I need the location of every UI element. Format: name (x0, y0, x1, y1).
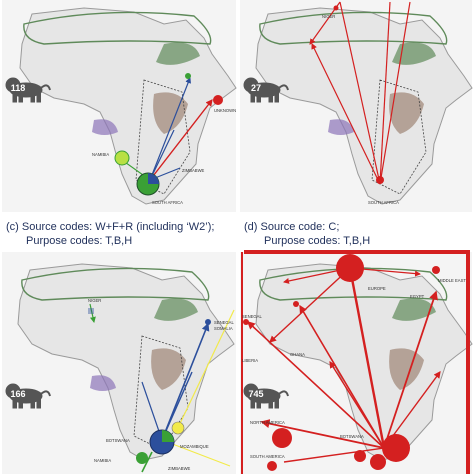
trade-flow-arrow (149, 129, 175, 181)
destination-node (185, 73, 191, 79)
trade-flow-arrow (149, 77, 191, 181)
origin-node (136, 452, 148, 464)
caption-d-line2: Purpose codes: T,B,H (264, 235, 371, 247)
trade-flow-arrow (348, 267, 386, 449)
trade-flow-arrow (299, 304, 385, 449)
destination-node (243, 319, 249, 325)
lion-range-patch (389, 348, 424, 390)
map-label: NAMIBIA (94, 458, 111, 463)
map-label: NIGER (88, 298, 101, 303)
caption-d: (d) Source code: C; Purpose codes: T,B,H (244, 220, 370, 248)
origin-node (354, 450, 366, 462)
origin-node (114, 150, 130, 166)
origin-node (370, 454, 386, 470)
trade-flow-arrow (161, 322, 210, 441)
lion-count: 745 (248, 389, 263, 399)
flow-arrows (114, 73, 223, 196)
destination-node (293, 301, 299, 307)
origin-node (382, 434, 410, 462)
map-label: ZIMBABWE (168, 466, 191, 471)
map-label: SENEGAL (242, 314, 262, 319)
trade-flow-arrow (269, 267, 351, 343)
lion-range-patch (153, 92, 188, 134)
map-label: ZIMBABWE (182, 168, 205, 173)
node-pie-slice (162, 430, 174, 442)
caption-d-line1: (d) Source code: C; (244, 221, 340, 233)
map-label: SOUTH AMERICA (250, 454, 285, 459)
lion-count: 27 (251, 83, 261, 93)
lion-range-patch (151, 348, 186, 390)
lion-range-patch (90, 375, 116, 391)
panel-top-left: 118 UNKNOWN NAMIBIA ZIMBABWE SOUTH AFRIC… (2, 0, 237, 212)
trade-flow-arrow (283, 447, 385, 463)
map-label: MIDDLE EAST (438, 278, 466, 283)
caption-c: (c) Source codes: W+F+R (including ‘W2’)… (6, 220, 214, 248)
origin-node (376, 176, 384, 184)
flow-arrows (241, 250, 470, 474)
lion-range-patch (389, 92, 424, 134)
trade-flow-arrow (149, 99, 213, 181)
destination-node (336, 254, 364, 282)
lion-count: 166 (10, 389, 25, 399)
destination-node (213, 95, 223, 105)
trade-flow-arrow (247, 321, 385, 449)
map-label: LIBERIA (242, 358, 258, 363)
map-label: MOZAMBIQUE (180, 444, 209, 449)
caption-c-line1: (c) Source codes: W+F+R (including ‘W2’)… (6, 221, 215, 233)
map-label: GHANA (290, 352, 305, 357)
map-label: NIGER (322, 14, 335, 19)
map-label: BOTSWANA (340, 434, 364, 439)
map-label: SOUTH AFRICA (152, 200, 183, 205)
region-boundary (133, 335, 189, 451)
flow-nodes (243, 254, 440, 471)
destination-node (333, 5, 339, 11)
region-boundary (135, 79, 191, 195)
map-label: BOTSWANA (106, 438, 130, 443)
lion-range-patch (154, 298, 198, 321)
trade-flow-arrow (260, 419, 385, 449)
lion-range-patch (392, 298, 436, 321)
map-label: NORTH AMERICA (250, 420, 285, 425)
destination-node (432, 266, 440, 274)
trade-flow-arrow (311, 43, 381, 185)
map-label: SENEGAL (214, 320, 234, 325)
flow-arrows (88, 303, 235, 473)
caption-c-line2: Purpose codes: T,B,H (26, 235, 133, 247)
lion-range-patch (92, 119, 118, 135)
trade-flow-arrow (161, 371, 193, 441)
trade-flow-arrow (141, 451, 153, 473)
trade-flow-arrow (339, 1, 381, 185)
map-label: EGYPT (410, 294, 425, 299)
trade-flow-arrow (329, 361, 385, 449)
region-boundary (371, 79, 427, 195)
destination-node (88, 308, 94, 314)
destination-node (272, 428, 292, 448)
trade-flow-arrow (244, 250, 470, 474)
trade-flow-arrow (379, 1, 391, 185)
node-pie-slice (148, 173, 159, 184)
lion-count: 118 (11, 83, 26, 93)
destination-node (267, 461, 277, 471)
range-boundary (259, 11, 448, 45)
panel-bottom-left: 166 NIGER SENEGAL SOMALIA MOZAMBIQUE BOT… (2, 252, 236, 474)
trade-flow-arrow (175, 309, 235, 433)
trade-flow-arrow (379, 1, 411, 185)
range-boundary (21, 267, 210, 301)
destination-node (205, 319, 211, 325)
map-label: EUROPE (368, 286, 386, 291)
lion-range-patch (156, 42, 200, 65)
panel-top-right: 27 NIGER SOUTH AFRICA (240, 0, 473, 212)
map-label: NAMIBIA (92, 152, 109, 157)
trade-flow-arrow (89, 303, 96, 323)
map-label: SOMALIA (214, 326, 233, 331)
flow-arrows (309, 1, 411, 185)
map-label: SOUTH AFRICA (368, 200, 399, 205)
panel-bottom-right: 745 EUROPE MIDDLE EAST EGYPT SENEGAL GHA… (240, 250, 473, 474)
range-boundary (23, 11, 212, 45)
origin-node (171, 421, 185, 435)
trade-flow-arrow (383, 290, 438, 449)
lion-range-patch (328, 119, 354, 135)
map-label: UNKNOWN (214, 108, 236, 113)
